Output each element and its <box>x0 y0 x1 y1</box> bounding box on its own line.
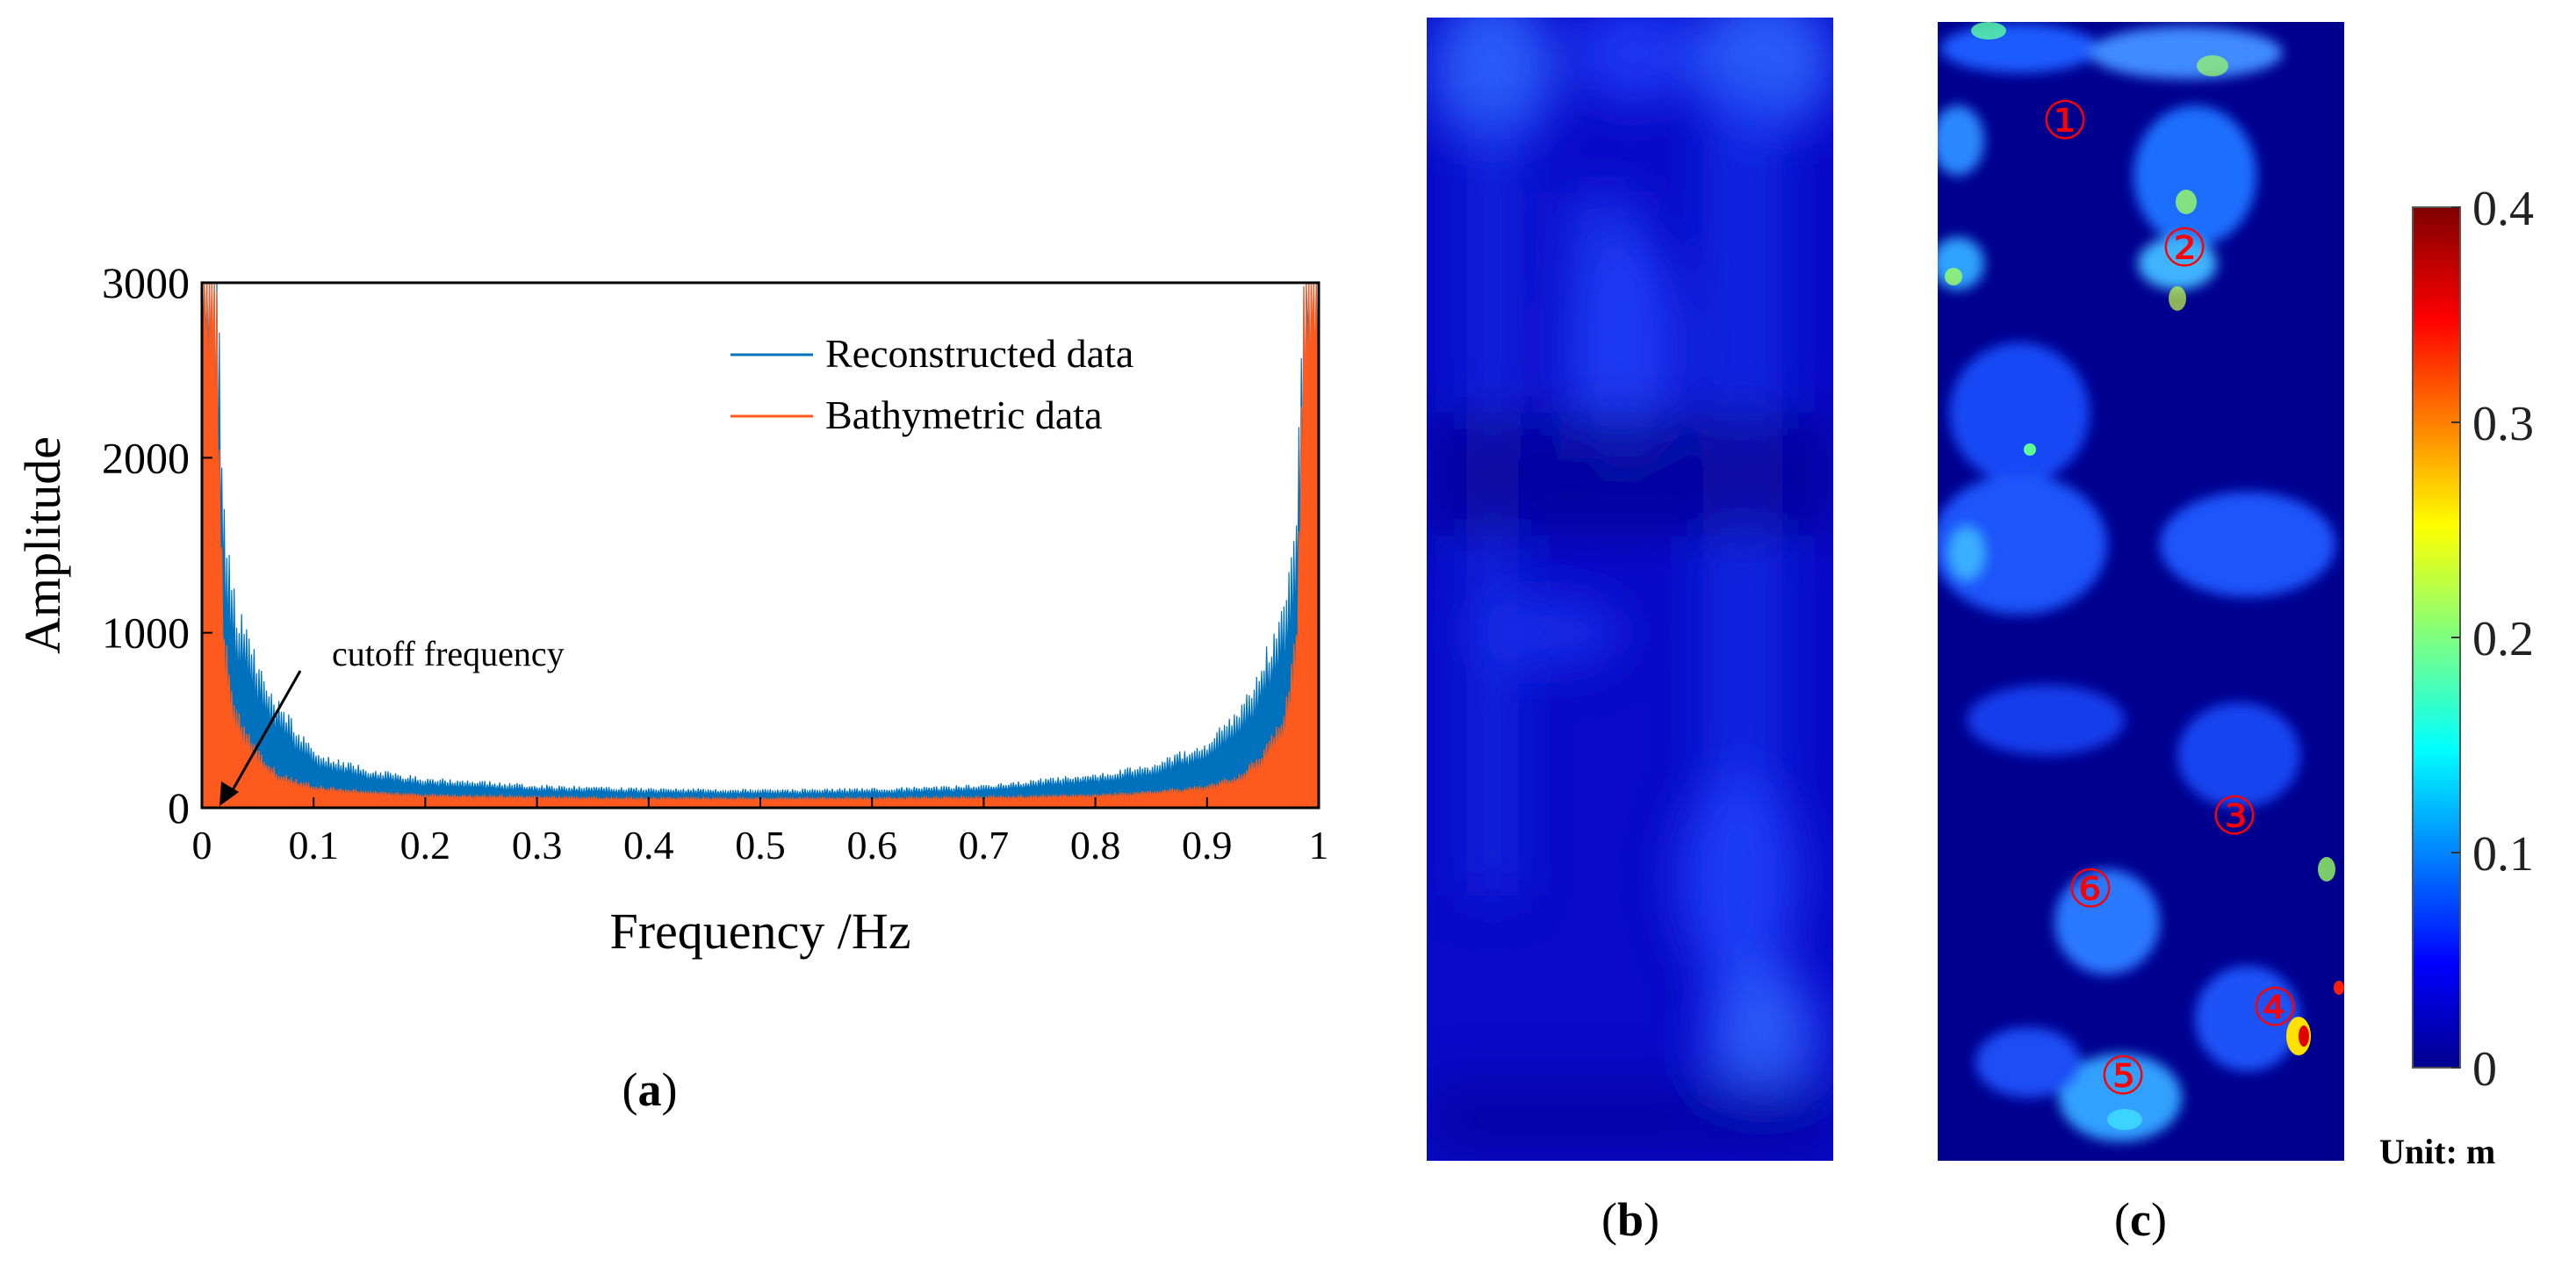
caption-b-letter: b <box>1616 1193 1644 1246</box>
x-tick-label: 1 <box>1309 823 1329 867</box>
blob <box>2177 702 2300 808</box>
heatmap-b-field <box>1427 18 1833 1159</box>
blob <box>1975 1027 2081 1098</box>
blob <box>2059 1054 2182 1141</box>
hotspot <box>2107 1109 2142 1130</box>
x-tick-label: 0.4 <box>623 823 674 867</box>
hotspot <box>2024 443 2036 456</box>
colorbar-ticks: 0 0.1 0.2 0.3 0.4 <box>2451 182 2534 1097</box>
caption-c: (c) <box>2114 1193 2167 1246</box>
hotspot <box>2197 55 2228 76</box>
series-bathymetric <box>202 283 1319 808</box>
series-group <box>202 283 1319 808</box>
y-axis-ticks: 0 1000 2000 3000 <box>102 258 212 832</box>
marker-4: ④ <box>2251 979 2299 1037</box>
blob <box>1712 966 1817 1106</box>
legend: Reconstructed data Bathymetric data <box>730 331 1133 437</box>
panel-a-spectrum-chart: 0 0.1 0.2 0.3 0.4 0.5 0.6 0.7 0.8 0.9 1 0 1000 2000 3… <box>14 258 1329 960</box>
blob <box>1938 105 1984 176</box>
colorbar-tick-label: 0.3 <box>2472 397 2534 451</box>
blob <box>1677 773 1800 983</box>
legend-label-reconstructed: Reconstructed data <box>825 331 1133 376</box>
x-axis-ticks: 0 0.1 0.2 0.3 0.4 0.5 0.6 0.7 0.8 0.9 1 <box>192 797 1329 867</box>
x-tick-label: 0.1 <box>288 823 339 867</box>
y-tick-label: 0 <box>168 783 190 832</box>
hotspot <box>2169 286 2186 311</box>
blob <box>1427 413 1833 536</box>
blob <box>1949 527 1984 580</box>
blob <box>1427 1080 1833 1159</box>
blob <box>2133 105 2256 246</box>
caption-b: (b) <box>1601 1193 1659 1246</box>
hotspot <box>1971 22 2006 40</box>
series-reconstructed <box>202 283 1319 808</box>
y-tick-label: 1000 <box>102 608 190 658</box>
caption-a-letter: a <box>637 1063 662 1116</box>
colorbar-tick-label: 0.4 <box>2472 182 2534 236</box>
x-tick-label: 0.3 <box>512 823 563 867</box>
blob <box>1466 597 1624 667</box>
blob <box>1940 24 2098 73</box>
colorbar-tick-label: 0.1 <box>2472 827 2534 882</box>
x-tick-label: 0.6 <box>846 823 897 867</box>
blob <box>1431 18 1554 149</box>
x-tick-label: 0.8 <box>1070 823 1121 867</box>
x-tick-label: 0 <box>192 823 212 867</box>
hotspot <box>1945 268 1962 285</box>
blob <box>2138 237 2217 290</box>
region-markers: ① ② ③ ④ ⑤ ⑥ <box>2041 92 2299 1105</box>
panel-b-heatmap <box>1427 18 1833 1161</box>
colorbar: 0 0.1 0.2 0.3 0.4 <box>2412 182 2534 1097</box>
blob <box>2054 869 2160 975</box>
marker-6: ⑥ <box>2067 860 2114 918</box>
cutoff-annotation: cutoff frequency <box>219 634 565 806</box>
blob <box>2090 26 2283 79</box>
y-tick-label: 3000 <box>102 258 190 307</box>
colorbar-tick-label: 0.2 <box>2472 612 2534 666</box>
plot-frame <box>200 281 1320 810</box>
colorbar-unit-label: Unit: m <box>2379 1132 2496 1171</box>
x-axis-label: Frequency /Hz <box>609 903 910 960</box>
y-axis-label: Amplitude <box>14 436 71 654</box>
caption-c-letter: c <box>2130 1193 2151 1246</box>
panel-c-heatmap: ① ② ③ ④ ⑤ ⑥ <box>1938 22 2344 1161</box>
annotation-text: cutoff frequency <box>332 634 565 673</box>
annotation-arrowhead <box>219 781 239 806</box>
x-tick-label: 0.9 <box>1182 823 1233 867</box>
x-tick-label: 0.7 <box>959 823 1010 867</box>
blob <box>1967 685 2125 755</box>
hotspot <box>2318 857 2335 882</box>
caption-a: (a) <box>622 1063 678 1116</box>
marker-2: ② <box>2161 220 2208 277</box>
y-tick-label: 2000 <box>102 433 190 482</box>
x-tick-label: 0.5 <box>735 823 786 867</box>
heatmap-c-hotspots <box>1945 22 2344 1130</box>
heatmap-c-field <box>1938 24 2335 1141</box>
hotspot <box>2176 190 2197 214</box>
marker-1: ① <box>2041 92 2089 150</box>
annotation-arrow <box>228 670 302 795</box>
blob <box>1949 342 2090 483</box>
legend-label-bathymetric: Bathymetric data <box>825 392 1103 437</box>
blob <box>2195 966 2300 1071</box>
colorbar-tick-label: 0 <box>2472 1042 2497 1097</box>
hotspot <box>2299 1026 2309 1047</box>
hotspot <box>2334 981 2344 995</box>
blob <box>2160 492 2335 597</box>
marker-5: ⑤ <box>2099 1047 2147 1105</box>
blob <box>1938 474 2107 615</box>
x-tick-label: 0.2 <box>400 823 451 867</box>
marker-3: ③ <box>2211 788 2258 846</box>
blob <box>1572 18 1695 105</box>
